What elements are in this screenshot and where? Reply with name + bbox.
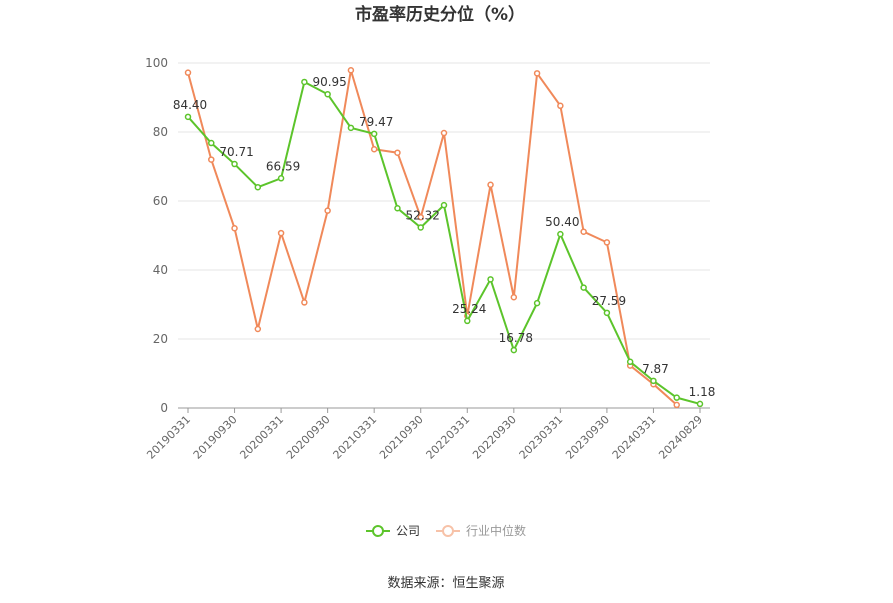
series-point-1	[301, 299, 308, 306]
data-label: 66.59	[266, 159, 300, 173]
series-point-0	[370, 130, 378, 138]
series-point-0	[533, 299, 541, 307]
x-tick-label: 20220331	[424, 413, 473, 462]
series-point-1	[510, 294, 518, 301]
data-labels: 84.40 70.71 66.59 90.95 79.47 52.32 25.24 16.78…	[173, 75, 716, 399]
series-point-1	[324, 207, 331, 214]
series-line-1	[187, 69, 678, 406]
y-tick-label: 60	[153, 194, 168, 208]
x-tick-label: 20200331	[237, 413, 286, 462]
data-label: 25.24	[452, 302, 486, 316]
data-label: 90.95	[312, 75, 346, 89]
series-point-0	[347, 124, 355, 132]
series-point-1	[231, 225, 238, 232]
data-label: 52.32	[406, 208, 440, 222]
y-tick-label: 80	[153, 125, 168, 139]
series-point-0	[254, 183, 262, 191]
y-tick-label: 0	[160, 401, 168, 415]
series-point-1	[580, 228, 587, 235]
x-tick-label: 20240829	[656, 413, 705, 462]
series-point-0	[417, 224, 424, 231]
data-label: 70.71	[219, 145, 253, 159]
series-point-1	[277, 229, 285, 237]
x-tick-label: 20230930	[563, 413, 612, 462]
series-point-0	[231, 160, 238, 168]
series-point-0	[487, 276, 494, 283]
series-point-0	[324, 90, 331, 98]
chart-title: 市盈率历史分位（%）	[355, 4, 525, 25]
x-tick-label: 20210331	[331, 413, 380, 462]
x-tick-label: 20210930	[377, 413, 426, 462]
legend-marker	[442, 525, 454, 537]
axes: 0 20 40 60 80 100 2019033120190930202003312020…	[144, 56, 710, 462]
data-label: 79.47	[359, 115, 393, 129]
grid-lines	[178, 62, 710, 340]
data-source: 数据来源：恒生聚源	[387, 576, 504, 591]
legend-marker	[372, 525, 384, 537]
data-label: 7.87	[642, 362, 669, 376]
series-point-1	[417, 213, 424, 221]
y-tick-label: 100	[145, 56, 168, 70]
x-tick-label: 20190930	[191, 413, 240, 462]
series-point-0	[301, 78, 308, 86]
x-tick-label: 20230331	[517, 413, 566, 462]
series-point-0	[603, 309, 611, 317]
y-tick-label: 40	[153, 263, 168, 277]
series-point-0	[208, 139, 215, 147]
series-point-0	[277, 175, 285, 182]
x-tick-label: 20240331	[610, 413, 659, 462]
series-point-1	[440, 129, 448, 137]
series-point-0	[696, 400, 704, 408]
series-point-1	[184, 69, 192, 76]
series-point-1	[347, 66, 355, 74]
data-label: 50.40	[545, 215, 579, 229]
series-point-0	[557, 230, 564, 238]
series-point-1	[208, 156, 215, 163]
series-point-1	[370, 146, 378, 153]
series-point-0	[580, 284, 587, 291]
series-point-0	[440, 201, 448, 209]
series-point-0	[626, 358, 634, 366]
data-label: 27.59	[592, 294, 626, 308]
series-point-1	[673, 401, 680, 409]
series-point-0	[650, 377, 657, 385]
x-tick-label: 20220930	[470, 413, 519, 462]
data-label: 16.78	[499, 331, 533, 345]
y-tick-label: 20	[153, 332, 168, 346]
legend-label: 公司	[396, 524, 420, 538]
legend-item[interactable]: 公司	[366, 524, 420, 538]
legend-label: 行业中位数	[466, 523, 526, 538]
series-lines	[184, 66, 704, 409]
data-label: 1.18	[689, 385, 716, 399]
legend[interactable]: 公司 行业中位数	[366, 523, 526, 538]
legend-item[interactable]: 行业中位数	[436, 523, 526, 538]
series-point-1	[394, 149, 401, 156]
series-point-1	[254, 325, 262, 333]
series-point-1	[603, 239, 611, 246]
series-point-1	[557, 102, 564, 110]
series-point-0	[673, 394, 680, 401]
x-tick-label: 20200930	[284, 413, 333, 462]
series-point-0	[464, 317, 471, 325]
series-point-1	[487, 181, 494, 189]
series-point-0	[184, 113, 192, 121]
series-point-0	[510, 346, 518, 354]
series-point-1	[533, 70, 541, 77]
series-point-0	[394, 204, 401, 212]
x-tick-label: 20190331	[144, 413, 193, 462]
data-label: 84.40	[173, 98, 207, 112]
